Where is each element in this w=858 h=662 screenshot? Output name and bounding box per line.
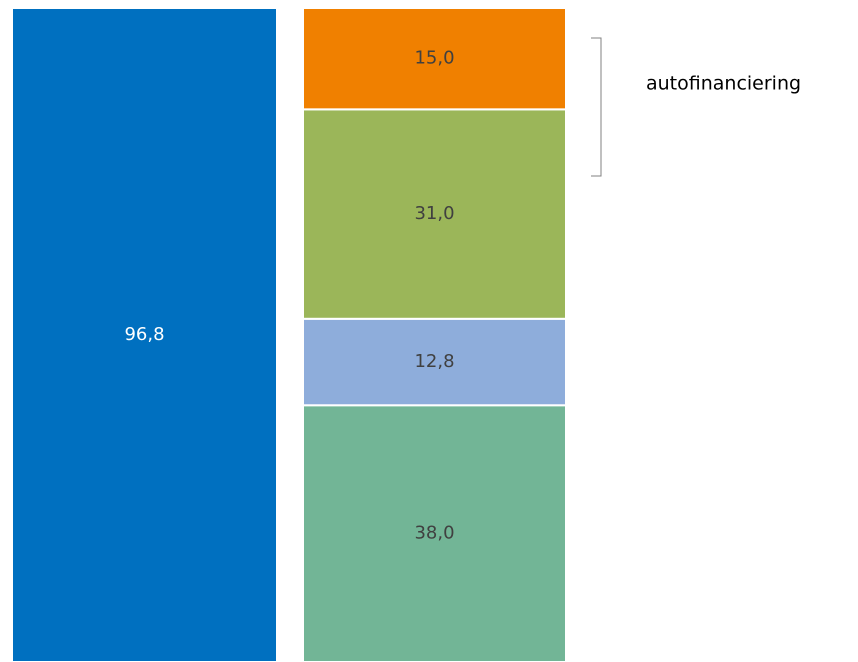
bracket — [591, 37, 602, 177]
bar-segment — [302, 317, 567, 407]
value-label: 38,0 — [414, 523, 454, 544]
value-label: 96,8 — [124, 324, 164, 345]
value-label: 15,0 — [414, 48, 454, 69]
bar-segment — [302, 108, 567, 320]
value-label: 12,8 — [414, 351, 454, 372]
bar-segment — [11, 7, 278, 662]
bar-segment — [302, 404, 567, 662]
value-label: 31,0 — [414, 203, 454, 224]
bar-segment — [302, 7, 567, 111]
annotation: autofinanciering — [646, 73, 801, 95]
